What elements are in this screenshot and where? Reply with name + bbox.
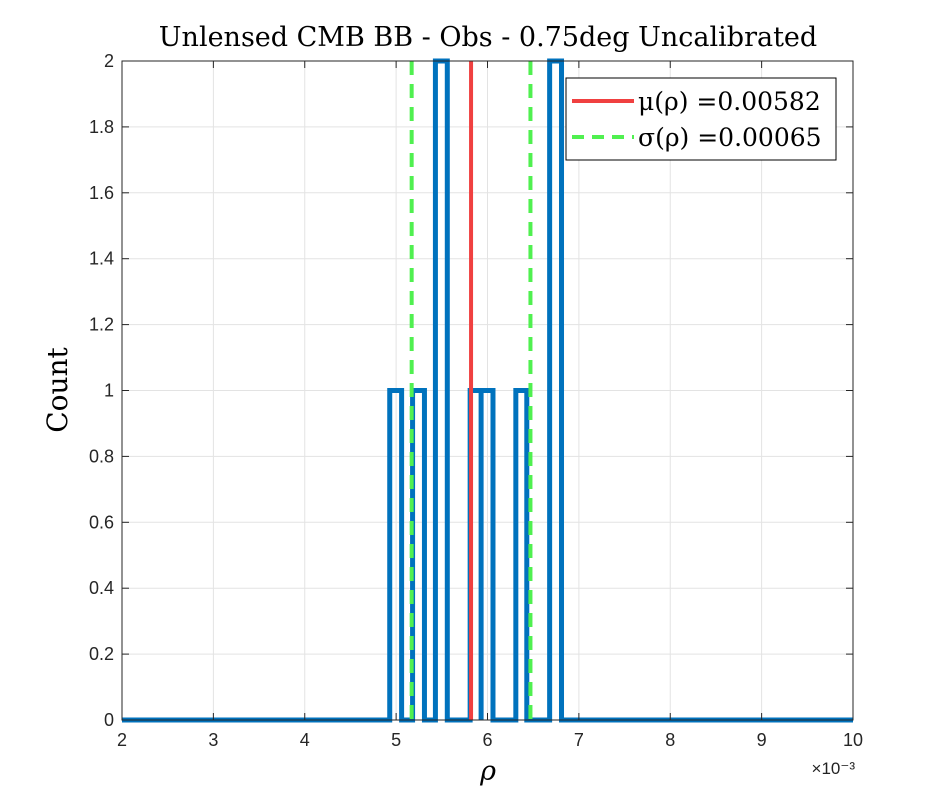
y-tick-label: 0.4 — [89, 578, 114, 598]
y-tick-label: 0.2 — [89, 644, 114, 664]
y-tick-label: 1.8 — [89, 117, 114, 137]
y-tick-label: 1.2 — [89, 315, 114, 335]
legend-mean-label: μ(ρ) =0.00582 — [638, 87, 821, 116]
x-tick-label: 5 — [391, 730, 401, 750]
grid-lines — [121, 60, 854, 721]
x-exponent-label: ×10⁻³ — [812, 759, 856, 778]
y-axis-label: Count — [41, 346, 74, 432]
x-tick-label: 10 — [843, 730, 863, 750]
legend-std-label: σ(ρ) =0.00065 — [638, 123, 822, 152]
x-axis-label: ρ — [479, 756, 496, 787]
legend: μ(ρ) =0.00582 σ(ρ) =0.00065 — [565, 77, 837, 161]
x-tick-label: 8 — [665, 730, 675, 750]
y-tick-label: 1 — [104, 381, 114, 401]
tick-labels: 2 3 4 5 6 7 8 9 10 0 0.2 0.4 0.6 0.8 1 1.2 1.4 1.6 1.8 2 — [89, 51, 863, 750]
x-tick-label: 2 — [117, 730, 127, 750]
x-tick-label: 7 — [574, 730, 584, 750]
axes — [121, 60, 854, 721]
y-tick-label: 1.6 — [89, 183, 114, 203]
y-tick-label: 0 — [104, 710, 114, 730]
y-tick-label: 2 — [104, 51, 114, 71]
x-tick-label: 4 — [300, 730, 310, 750]
y-tick-label: 1.4 — [89, 249, 114, 269]
y-tick-label: 0.6 — [89, 512, 114, 532]
chart-title: Unlensed CMB BB - Obs - 0.75deg Uncalibr… — [159, 22, 817, 53]
x-tick-label: 3 — [208, 730, 218, 750]
y-tick-label: 0.8 — [89, 446, 114, 466]
legend-box — [565, 77, 837, 161]
x-tick-label: 9 — [757, 730, 767, 750]
x-tick-label: 6 — [482, 730, 492, 750]
